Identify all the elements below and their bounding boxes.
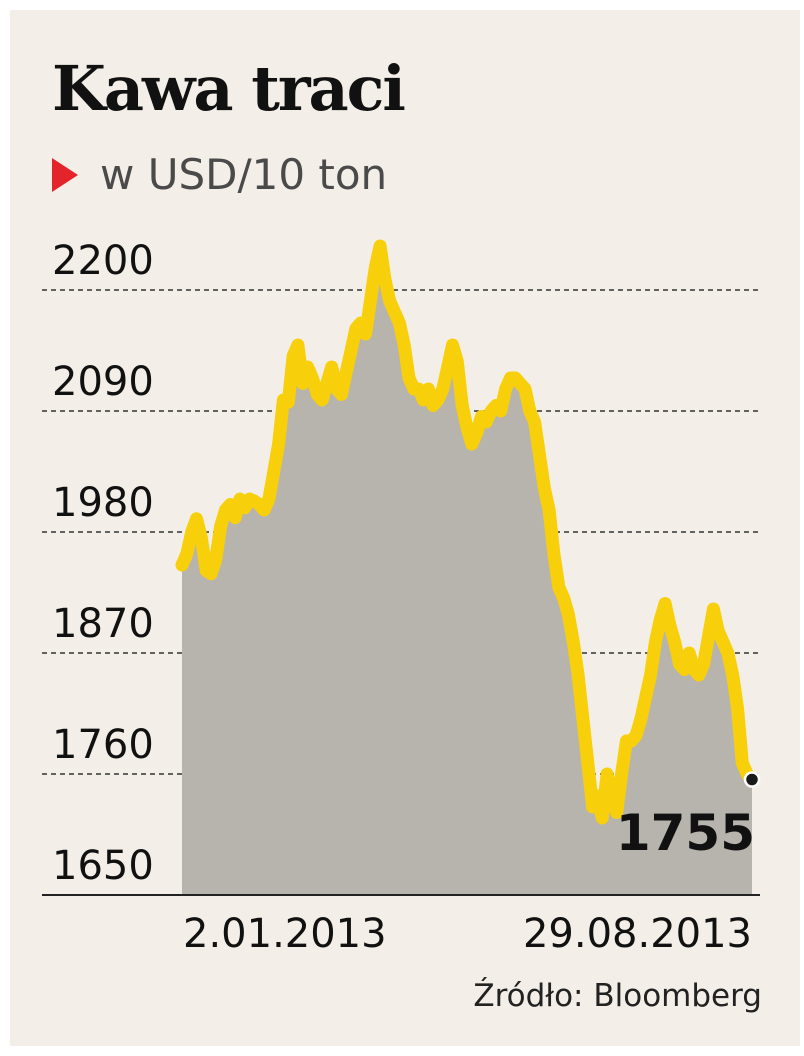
x-tick-label: 2.01.2013 bbox=[183, 911, 387, 957]
chart-subtitle: w USD/10 ton bbox=[52, 150, 387, 199]
y-tick-label: 2200 bbox=[52, 238, 154, 284]
last-value-label: 1755 bbox=[616, 804, 755, 862]
x-tick-label: 29.08.2013 bbox=[523, 911, 752, 957]
price-line bbox=[175, 239, 759, 825]
y-tick-label: 1980 bbox=[52, 480, 154, 526]
red-triangle-icon bbox=[52, 157, 78, 192]
unit-label: w USD/10 ton bbox=[100, 150, 388, 199]
chart-title: Kawa traci bbox=[52, 52, 406, 125]
y-tick-label: 1870 bbox=[52, 601, 154, 647]
price-area bbox=[182, 246, 752, 895]
y-tick-label: 1760 bbox=[52, 722, 154, 768]
y-tick-label: 2090 bbox=[52, 359, 154, 405]
source-note: Źródło: Bloomberg bbox=[473, 978, 762, 1014]
last-value-marker bbox=[743, 771, 761, 788]
y-tick-label: 1650 bbox=[52, 843, 154, 889]
